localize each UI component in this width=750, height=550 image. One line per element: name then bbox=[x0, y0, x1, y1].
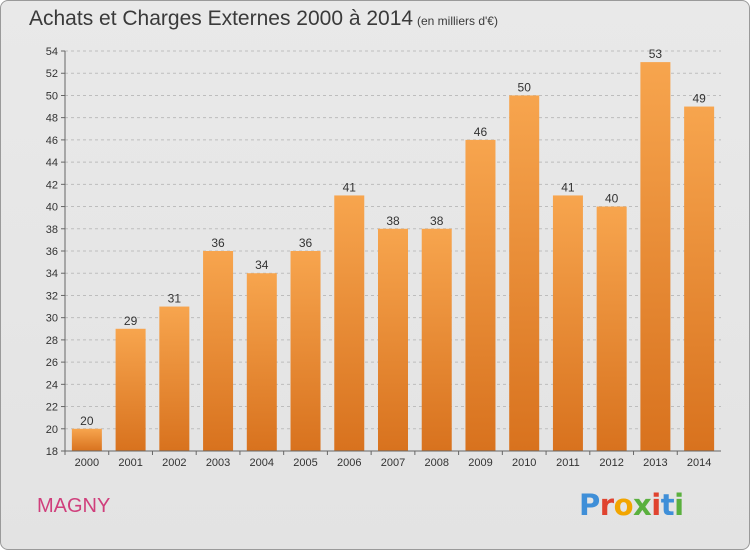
value-label: 38 bbox=[430, 214, 444, 228]
bar-2003 bbox=[203, 251, 234, 451]
x-tick-label: 2005 bbox=[293, 457, 317, 469]
y-tick-label: 30 bbox=[46, 313, 58, 325]
bar-2010 bbox=[509, 95, 540, 451]
y-tick-label: 44 bbox=[46, 157, 58, 169]
bar-layer bbox=[71, 62, 715, 452]
y-tick-label: 46 bbox=[46, 135, 58, 147]
value-label: 38 bbox=[386, 214, 400, 228]
x-tick-label: 2014 bbox=[687, 457, 711, 469]
y-tick-label: 38 bbox=[46, 224, 58, 236]
value-label: 31 bbox=[168, 292, 182, 306]
y-tick-label: 24 bbox=[46, 379, 58, 391]
y-tick-label: 52 bbox=[46, 68, 58, 80]
y-tick-label: 26 bbox=[46, 357, 58, 369]
x-tick-label: 2002 bbox=[162, 457, 186, 469]
x-tick-label: 2001 bbox=[118, 457, 142, 469]
axis-layer: 18 20 22 24 26 28 30 32 34 36 38 40 42 44 46 48 50 52 54 20… bbox=[46, 46, 721, 469]
y-tick-label: 22 bbox=[46, 402, 58, 414]
y-tick-label: 40 bbox=[46, 202, 58, 214]
bar-2001 bbox=[115, 328, 146, 451]
value-label: 40 bbox=[605, 192, 619, 206]
x-tick-label: 2011 bbox=[556, 457, 580, 469]
x-tick-label: 2003 bbox=[206, 457, 230, 469]
bar-2012 bbox=[596, 206, 627, 451]
x-tick-label: 2010 bbox=[512, 457, 536, 469]
x-tick-label: 2009 bbox=[468, 457, 492, 469]
logo-letter: i bbox=[674, 488, 684, 522]
x-tick-label: 2008 bbox=[424, 457, 448, 469]
logo-letter: i bbox=[651, 488, 661, 522]
y-tick-label: 32 bbox=[46, 290, 58, 302]
logo-letter: r bbox=[599, 488, 614, 522]
y-tick-label: 18 bbox=[46, 446, 58, 458]
bar-2013 bbox=[640, 62, 671, 451]
y-tick-label: 50 bbox=[46, 90, 58, 102]
bar-2006 bbox=[334, 195, 365, 451]
logo-letter: x bbox=[633, 488, 652, 522]
logo-letter: P bbox=[579, 488, 600, 522]
x-tick-label: 2006 bbox=[337, 457, 361, 469]
y-tick-label: 20 bbox=[46, 424, 58, 436]
x-tick-label: 2007 bbox=[381, 457, 405, 469]
value-label: 36 bbox=[211, 236, 225, 250]
y-tick-label: 28 bbox=[46, 335, 58, 347]
bar-2005 bbox=[290, 251, 321, 451]
value-label: 46 bbox=[474, 125, 488, 139]
label-layer: 20 29 31 36 34 36 41 38 38 46 50 41 40 53 49 bbox=[80, 47, 706, 428]
bar-2002 bbox=[159, 306, 190, 451]
value-label: 49 bbox=[692, 92, 706, 106]
y-tick-label: 54 bbox=[46, 46, 58, 58]
chart-subtitle: (en milliers d'€) bbox=[417, 14, 498, 28]
chart-title: Achats et Charges Externes 2000 à 2014 bbox=[29, 7, 414, 30]
value-label: 20 bbox=[80, 414, 94, 428]
bar-2009 bbox=[465, 139, 496, 451]
bar-2011 bbox=[552, 195, 583, 451]
value-label: 36 bbox=[299, 236, 313, 250]
proxiti-logo[interactable]: Proxiti bbox=[579, 488, 684, 522]
bar-2014 bbox=[684, 106, 715, 452]
y-tick-label: 36 bbox=[46, 246, 58, 258]
logo-letter: o bbox=[613, 488, 634, 522]
y-tick-label: 48 bbox=[46, 113, 58, 125]
y-tick-label: 34 bbox=[46, 268, 58, 280]
value-label: 41 bbox=[561, 180, 575, 194]
value-label: 34 bbox=[255, 258, 269, 272]
value-label: 41 bbox=[343, 180, 357, 194]
value-label: 53 bbox=[649, 47, 663, 61]
city-name: MAGNY bbox=[37, 495, 111, 517]
y-tick-label: 42 bbox=[46, 179, 58, 191]
bar-2000 bbox=[71, 428, 102, 451]
x-tick-label: 2000 bbox=[75, 457, 99, 469]
value-label: 29 bbox=[124, 314, 138, 328]
bar-2007 bbox=[378, 228, 408, 451]
value-label: 50 bbox=[518, 80, 532, 94]
x-tick-label: 2012 bbox=[599, 457, 623, 469]
x-tick-label: 2004 bbox=[250, 457, 274, 469]
bar-2004 bbox=[246, 273, 277, 451]
x-tick-label: 2013 bbox=[643, 457, 667, 469]
bar-2008 bbox=[421, 228, 452, 451]
logo-letter: t bbox=[660, 488, 675, 522]
